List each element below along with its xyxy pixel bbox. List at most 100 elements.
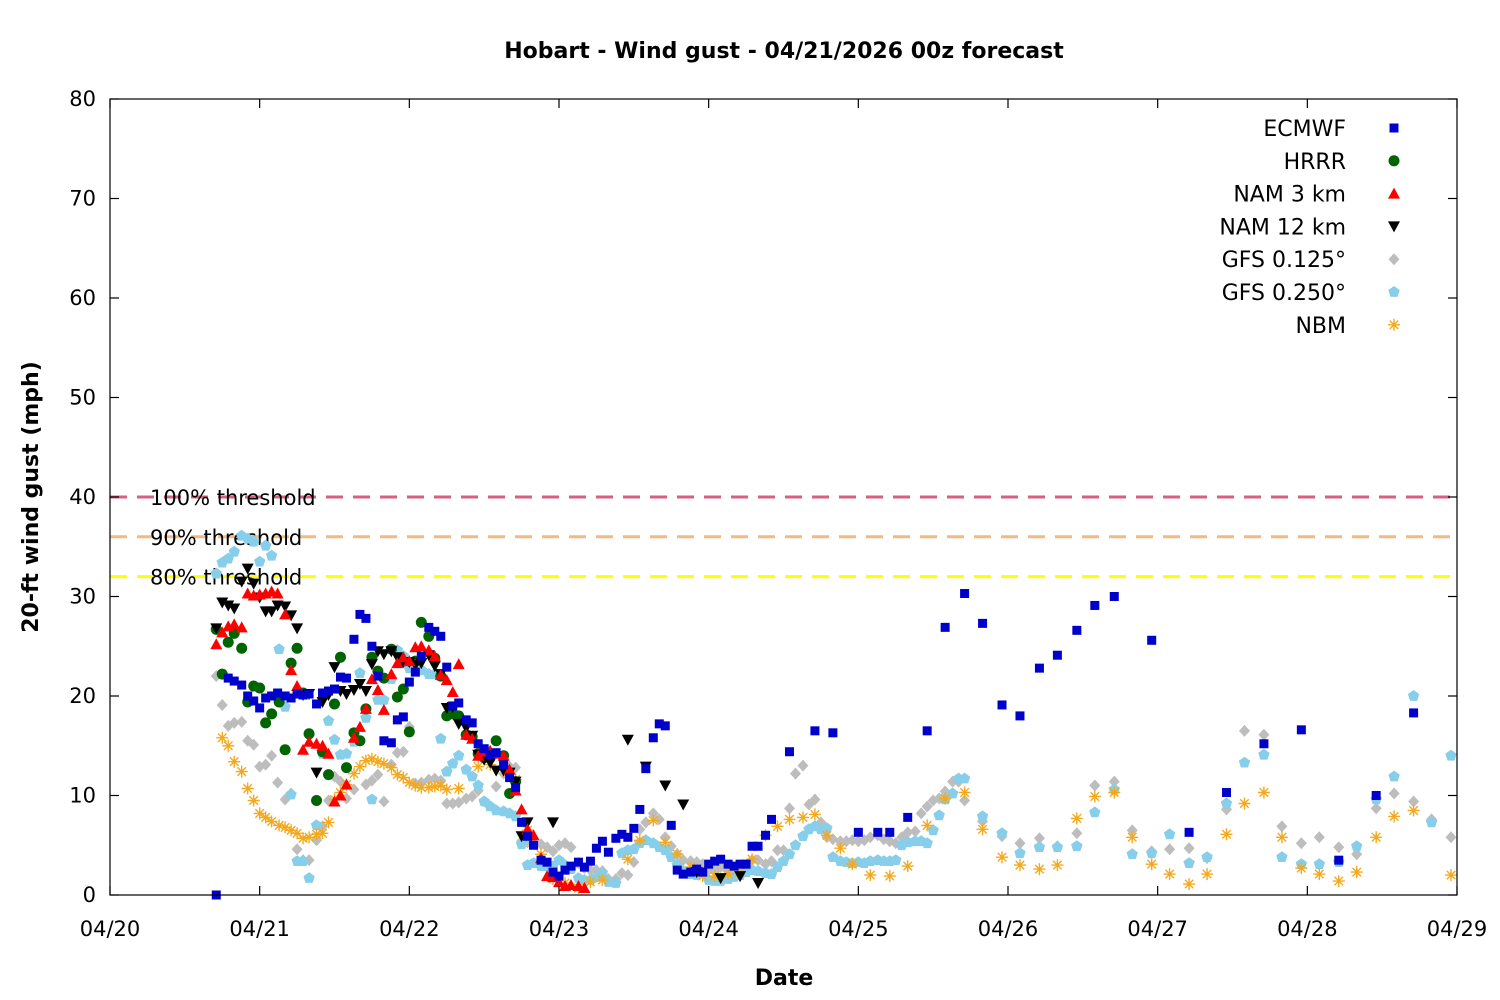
data-point xyxy=(237,680,247,690)
x-tick-label: 04/21 xyxy=(229,917,290,941)
data-point xyxy=(647,807,659,820)
data-point xyxy=(310,767,323,779)
data-point xyxy=(403,655,416,667)
data-point xyxy=(1072,625,1082,635)
data-point xyxy=(453,749,465,761)
data-point xyxy=(1238,724,1250,737)
data-point xyxy=(1409,708,1419,718)
data-point xyxy=(255,703,265,713)
data-point xyxy=(566,861,576,871)
data-point xyxy=(1388,770,1400,782)
data-point xyxy=(259,539,272,551)
legend-label: NBM xyxy=(1295,314,1346,339)
data-point xyxy=(265,815,278,828)
data-point xyxy=(279,744,291,756)
data-point xyxy=(452,658,465,670)
data-point xyxy=(789,839,802,851)
data-point xyxy=(347,731,360,743)
data-point xyxy=(330,684,339,694)
data-point xyxy=(397,771,410,784)
data-point xyxy=(335,672,345,682)
data-point xyxy=(591,843,601,853)
data-point xyxy=(291,642,303,654)
data-point xyxy=(1351,848,1363,861)
data-point xyxy=(235,765,248,778)
data-point xyxy=(430,626,440,636)
data-point xyxy=(273,688,283,698)
data-point xyxy=(883,870,896,883)
data-point xyxy=(761,830,771,840)
data-point xyxy=(723,859,733,869)
data-point xyxy=(573,857,583,867)
data-point xyxy=(960,589,970,599)
legend-label: GFS 0.250° xyxy=(1222,281,1346,306)
data-point xyxy=(479,744,489,754)
data-point xyxy=(266,749,278,762)
data-point xyxy=(440,783,453,796)
data-point xyxy=(1126,831,1139,844)
data-point xyxy=(322,714,335,726)
data-point xyxy=(403,726,415,738)
data-point xyxy=(280,691,290,701)
data-point xyxy=(834,842,847,855)
data-point xyxy=(1033,863,1046,876)
data-point xyxy=(1295,862,1308,875)
data-point xyxy=(249,696,259,706)
data-point xyxy=(273,643,285,655)
y-tick-label: 50 xyxy=(69,386,96,410)
data-point xyxy=(442,662,452,672)
data-point xyxy=(946,787,959,799)
data-point xyxy=(328,733,341,745)
data-point xyxy=(1014,847,1026,859)
data-point xyxy=(996,851,1008,864)
data-point xyxy=(349,634,359,644)
data-point xyxy=(377,757,390,770)
data-point xyxy=(547,845,559,858)
data-point xyxy=(311,794,323,806)
data-point xyxy=(1108,786,1121,799)
data-point xyxy=(340,689,353,701)
y-axis-label: 20-ft wind gust (mph) xyxy=(19,361,44,633)
data-point xyxy=(1051,859,1064,872)
data-point xyxy=(1408,795,1420,808)
data-point xyxy=(397,745,409,758)
data-point xyxy=(1071,827,1083,840)
data-point xyxy=(976,810,989,822)
data-point xyxy=(684,861,697,874)
legend-marker xyxy=(1388,286,1400,297)
data-point xyxy=(490,735,502,747)
data-point xyxy=(1334,855,1344,865)
data-point xyxy=(334,789,347,801)
data-point xyxy=(746,853,759,866)
data-point xyxy=(698,867,708,877)
data-point xyxy=(273,819,286,832)
data-point xyxy=(340,778,353,790)
data-point xyxy=(1034,663,1044,673)
data-point xyxy=(1370,802,1382,815)
data-point xyxy=(453,710,465,722)
data-point xyxy=(940,622,950,632)
data-point xyxy=(1276,851,1288,862)
data-point xyxy=(1258,748,1270,760)
data-point xyxy=(222,739,235,752)
data-point xyxy=(279,821,292,834)
data-point xyxy=(499,760,509,770)
data-point xyxy=(377,649,390,661)
legend-marker xyxy=(1388,253,1400,266)
data-point xyxy=(1070,812,1083,825)
data-point xyxy=(959,794,971,807)
data-point xyxy=(359,702,372,714)
data-point xyxy=(997,700,1007,710)
x-tick-label: 04/29 xyxy=(1427,917,1488,941)
axis-ticks: 0 10 20 30 40 50 60 70 80 04/20 04/21 04/22 04/23 04/… xyxy=(69,87,1487,941)
data-point xyxy=(372,768,384,781)
data-point xyxy=(484,757,497,769)
data-point xyxy=(901,860,914,873)
data-point xyxy=(472,760,485,773)
data-point xyxy=(1126,848,1138,860)
data-point xyxy=(611,833,621,843)
data-point xyxy=(304,689,314,699)
data-point xyxy=(623,832,633,842)
data-point xyxy=(291,623,304,635)
data-point xyxy=(659,780,672,792)
